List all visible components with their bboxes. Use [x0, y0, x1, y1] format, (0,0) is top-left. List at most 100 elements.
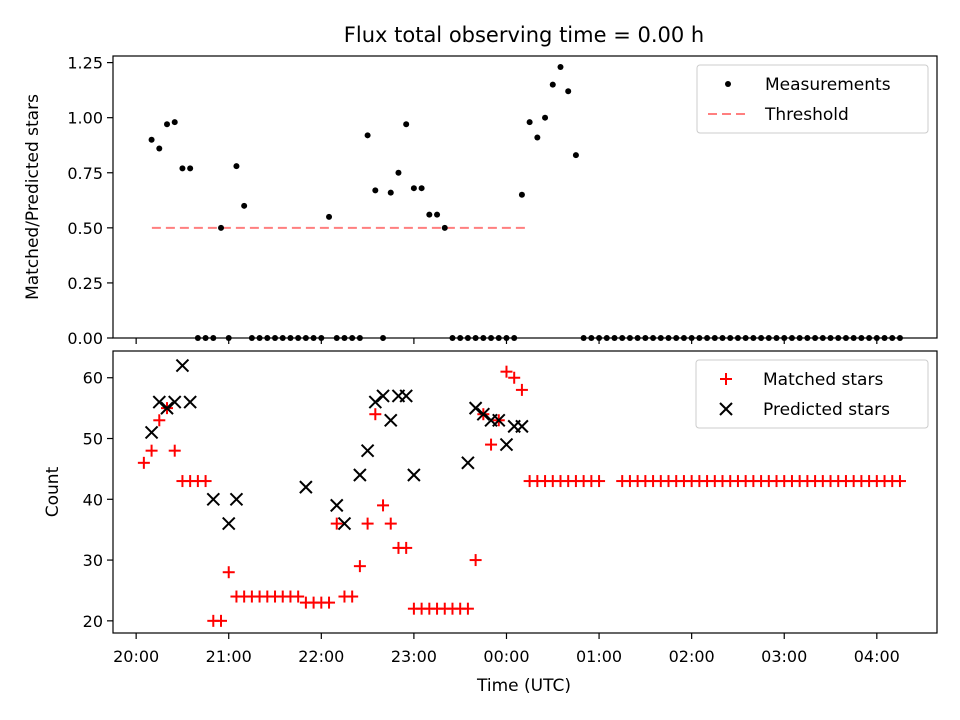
legend-threshold-label: Threshold: [764, 105, 849, 125]
matched-point: [346, 590, 359, 603]
measurement-point: [333, 335, 340, 341]
matched-point: [469, 554, 482, 567]
predicted-point: [152, 395, 166, 409]
x-tick-label: 01:00: [576, 647, 622, 666]
bottom-legend-box: [695, 359, 929, 429]
measurement-point: [171, 119, 178, 126]
measurement-point: [534, 134, 541, 141]
top-y-tick-label: 1.00: [67, 109, 103, 128]
predicted-point: [330, 498, 344, 513]
measurement-point: [734, 335, 741, 341]
legend-measurements-marker: [725, 81, 731, 87]
measurement-point: [711, 335, 718, 341]
legend-measurements-label: Measurements: [765, 75, 891, 95]
measurement-point: [218, 224, 225, 231]
measurement-point: [611, 335, 618, 341]
measurement-point: [619, 335, 626, 341]
predicted-point: [175, 358, 190, 373]
top-y-tick-label: 0.75: [67, 164, 103, 183]
measurement-point: [380, 335, 387, 341]
measurement-point: [364, 132, 371, 139]
matched-point: [369, 408, 382, 421]
measurement-point: [387, 189, 394, 196]
measurement-point: [295, 335, 302, 341]
measurement-point: [410, 185, 417, 192]
legend-predicted-marker: [719, 402, 733, 416]
measurement-point: [549, 81, 556, 88]
predicted-point: [183, 395, 197, 409]
measurement-point: [464, 335, 471, 341]
measurement-point: [750, 335, 757, 341]
measurement-point: [310, 335, 317, 341]
x-tick-label: 20:00: [113, 647, 159, 666]
measurement-point: [225, 335, 232, 341]
predicted-point: [144, 425, 159, 440]
bottom-y-tick-label: 20: [83, 612, 103, 631]
bottom-y-tick-label: 60: [83, 369, 103, 388]
predicted-point: [206, 492, 221, 507]
legend-matched-marker: [720, 373, 732, 385]
predicted-point: [399, 389, 413, 403]
measurement-point: [781, 335, 788, 341]
x-tick-label: 00:00: [483, 647, 529, 666]
top-legend-box: [696, 64, 929, 134]
measurement-point: [889, 335, 896, 341]
measurement-point: [326, 213, 333, 220]
matched-point: [515, 383, 528, 396]
predicted-point: [407, 468, 421, 482]
predicted-point: [492, 413, 506, 427]
top-y-tick-label: 1.25: [67, 54, 103, 73]
measurement-point: [873, 335, 880, 341]
matched-point: [500, 365, 513, 378]
measurement-point: [241, 202, 248, 209]
matched-point: [222, 566, 235, 579]
matched-point: [400, 541, 413, 554]
measurement-point: [302, 335, 309, 341]
measurement-point: [341, 335, 348, 341]
top-y-tick-label: 0.00: [67, 329, 103, 348]
matched-point: [377, 499, 390, 512]
measurement-point: [511, 335, 518, 341]
x-tick-label: 02:00: [669, 647, 715, 666]
measurement-point: [812, 335, 819, 341]
measurement-point: [842, 335, 849, 341]
measurement-point: [449, 335, 456, 341]
measurement-point: [457, 335, 464, 341]
measurement-point: [372, 187, 379, 194]
measurement-point: [210, 335, 217, 341]
measurement-point: [665, 335, 672, 341]
matched-point: [168, 444, 181, 457]
predicted-point: [476, 407, 491, 421]
matched-point: [893, 475, 906, 488]
matched-point: [593, 475, 606, 488]
measurement-points: [148, 64, 903, 341]
measurement-point: [596, 335, 603, 341]
predicted-point: [353, 468, 367, 482]
measurement-point: [542, 114, 549, 121]
measurement-point: [642, 335, 649, 341]
measurement-point: [650, 335, 657, 341]
top-y-ticks: 0.00 0.25 0.50 0.75 1.00 1.25: [67, 54, 113, 348]
bottom-y-tick-label: 40: [83, 490, 103, 509]
measurement-point: [557, 64, 564, 71]
measurement-point: [634, 335, 641, 341]
measurement-point: [819, 335, 826, 341]
measurement-point: [403, 121, 410, 128]
matched-point: [215, 614, 228, 627]
matched-point: [137, 456, 150, 469]
measurement-point: [495, 335, 502, 341]
matched-point: [199, 475, 212, 488]
measurement-point: [572, 152, 579, 159]
measurement-point: [488, 335, 495, 341]
measurement-point: [704, 335, 711, 341]
predicted-point: [461, 456, 475, 470]
bottom-legend: Matched stars Predicted stars: [695, 359, 929, 429]
measurement-point: [503, 335, 510, 341]
measurement-point: [418, 185, 425, 192]
measurement-point: [526, 119, 533, 126]
bottom-plot-area: [112, 350, 938, 634]
predicted-point: [499, 437, 514, 452]
measurement-point: [866, 335, 873, 341]
measurement-point: [164, 121, 171, 128]
